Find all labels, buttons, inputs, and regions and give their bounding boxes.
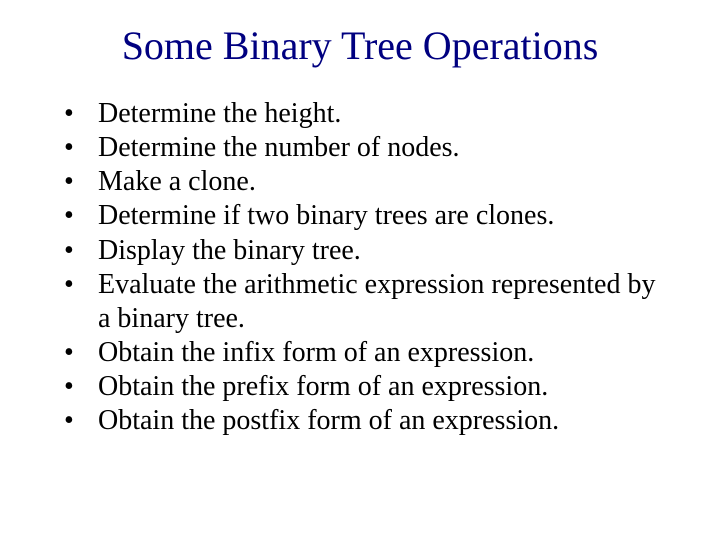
- bullet-text: Determine the height.: [98, 98, 341, 129]
- list-item: Obtain the prefix form of an expression.: [64, 370, 670, 404]
- bullet-text: Obtain the infix form of an expression.: [98, 337, 534, 368]
- slide: Some Binary Tree Operations Determine th…: [0, 0, 720, 540]
- list-item: Determine the height.: [64, 97, 670, 131]
- bullet-text: Obtain the prefix form of an expression.: [98, 371, 548, 402]
- list-item: Determine if two binary trees are clones…: [64, 199, 670, 233]
- list-item: Obtain the postfix form of an expression…: [64, 404, 670, 438]
- bullet-text: Evaluate the arithmetic expression repre…: [98, 269, 655, 334]
- list-item: Display the binary tree.: [64, 234, 670, 268]
- list-item: Determine the number of nodes.: [64, 131, 670, 165]
- bullet-text: Determine the number of nodes.: [98, 132, 460, 163]
- list-item: Evaluate the arithmetic expression repre…: [64, 268, 670, 336]
- bullet-list: Determine the height. Determine the numb…: [50, 97, 670, 439]
- bullet-text: Make a clone.: [98, 166, 256, 197]
- slide-title: Some Binary Tree Operations: [50, 22, 670, 69]
- bullet-text: Display the binary tree.: [98, 235, 361, 266]
- bullet-text: Obtain the postfix form of an expression…: [98, 405, 559, 436]
- bullet-text: Determine if two binary trees are clones…: [98, 200, 554, 231]
- list-item: Make a clone.: [64, 165, 670, 199]
- list-item: Obtain the infix form of an expression.: [64, 336, 670, 370]
